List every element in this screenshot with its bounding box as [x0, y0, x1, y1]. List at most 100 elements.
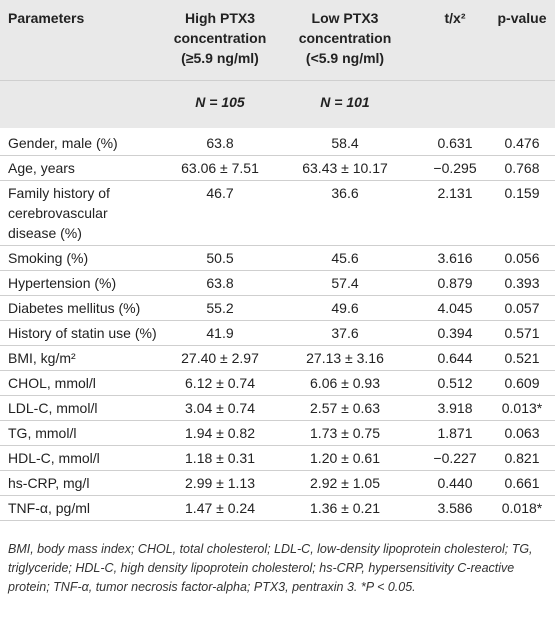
cell: 63.8 [206, 135, 234, 151]
row-label: TNF-α, pg/ml [8, 498, 173, 518]
column-header: p-value [492, 8, 552, 28]
text-line: p-value [497, 10, 547, 26]
text-line: cerebrovascular [8, 205, 108, 221]
row-label: LDL-C, mmol/l [8, 398, 173, 418]
cell: 0.644 [437, 350, 473, 366]
cell: 58.4 [331, 135, 359, 151]
text-line: Low PTX3 [311, 10, 379, 26]
cell: 6.12 ± 0.74 [185, 375, 255, 391]
cell: 0.056 [504, 250, 540, 266]
cell: 3.04 ± 0.74 [185, 400, 255, 416]
cell: 0.476 [504, 135, 540, 151]
cell: 63.43 ± 10.17 [302, 160, 388, 176]
cell: 41.9 [206, 325, 234, 341]
cell: 55.2 [206, 300, 234, 316]
cell: 0.394 [437, 325, 473, 341]
cell: 0.159 [504, 185, 540, 201]
cell: 37.6 [331, 325, 359, 341]
text-line: hs-CRP, mg/l [8, 475, 90, 491]
row-rule [0, 520, 555, 521]
text-line: Hypertension (%) [8, 275, 117, 291]
cell: 0.631 [437, 135, 473, 151]
cell: 0.821 [504, 450, 540, 466]
cell: 45.6 [331, 250, 359, 266]
cell: 2.131 [437, 185, 473, 201]
text-line: BMI, kg/m² [8, 350, 76, 366]
row-label: Family history of cerebrovascular disease … [8, 183, 173, 243]
cell: 27.40 ± 2.97 [181, 350, 259, 366]
cell: 0.512 [437, 375, 473, 391]
text-line: disease (%) [8, 225, 82, 241]
row-rule [0, 295, 555, 296]
row-rule [0, 495, 555, 496]
cell: 1.871 [437, 425, 473, 441]
cell: 0.057 [504, 300, 540, 316]
cell: 0.393 [504, 275, 540, 291]
text-line: Gender, male (%) [8, 135, 118, 151]
cell: 0.661 [504, 475, 540, 491]
cell: 0.440 [437, 475, 473, 491]
cell: 0.571 [504, 325, 540, 341]
column-header: Parameters [8, 8, 173, 28]
header-rule [0, 80, 555, 81]
cell: 49.6 [331, 300, 359, 316]
text-line: CHOL, mmol/l [8, 375, 96, 391]
text-line: LDL-C, mmol/l [8, 400, 98, 416]
sample-size: N = 105 [195, 94, 245, 110]
cell: −0.227 [433, 450, 477, 466]
text-line: concentration [298, 30, 392, 46]
text-line: TNF-α, pg/ml [8, 500, 90, 516]
cell: 57.4 [331, 275, 359, 291]
cell: 3.918 [437, 400, 473, 416]
row-rule [0, 270, 555, 271]
cell: −0.295 [433, 160, 477, 176]
cell: 2.92 ± 1.05 [310, 475, 380, 491]
cell: 0.063 [504, 425, 540, 441]
cell: 2.57 ± 0.63 [310, 400, 380, 416]
footnote: BMI, body mass index; CHOL, total choles… [8, 542, 533, 594]
cell: 1.20 ± 0.61 [310, 450, 380, 466]
cell: 6.06 ± 0.93 [310, 375, 380, 391]
text-line: Age, years [8, 160, 75, 176]
text-line: (<5.9 ng/ml) [305, 50, 385, 66]
header-background [0, 0, 555, 128]
row-label: CHOL, mmol/l [8, 373, 173, 393]
row-label: History of statin use (%) [8, 323, 173, 343]
cell: 1.73 ± 0.75 [310, 425, 380, 441]
row-label: Gender, male (%) [8, 133, 173, 153]
row-rule [0, 245, 555, 246]
cell: 3.616 [437, 250, 473, 266]
cell: 0.018* [501, 500, 543, 516]
cell: 4.045 [437, 300, 473, 316]
cell: 0.013* [501, 400, 543, 416]
row-rule [0, 180, 555, 181]
cell: 1.94 ± 0.82 [185, 425, 255, 441]
cell: 46.7 [206, 185, 234, 201]
row-label: Hypertension (%) [8, 273, 173, 293]
row-label: TG, mmol/l [8, 423, 173, 443]
row-label: hs-CRP, mg/l [8, 473, 173, 493]
text-line: Diabetes mellitus (%) [8, 300, 141, 316]
cell: 50.5 [206, 250, 234, 266]
row-rule [0, 445, 555, 446]
text-line: t/x² [444, 10, 466, 26]
row-label: Smoking (%) [8, 248, 173, 268]
text-line: Smoking (%) [8, 250, 89, 266]
row-rule [0, 470, 555, 471]
cell: 2.99 ± 1.13 [185, 475, 255, 491]
text-line: Parameters [8, 10, 85, 26]
column-header: Low PTX3 concentration (<5.9 ng/ml) [285, 8, 405, 68]
text-line: History of statin use (%) [8, 325, 157, 341]
cell: 1.36 ± 0.21 [310, 500, 380, 516]
cell: 0.521 [504, 350, 540, 366]
cell: 63.06 ± 7.51 [181, 160, 259, 176]
cell: 36.6 [331, 185, 359, 201]
row-rule [0, 155, 555, 156]
text-line: Family history of [8, 185, 110, 201]
column-header: t/x² [415, 8, 495, 28]
text-line: TG, mmol/l [8, 425, 77, 441]
row-rule [0, 345, 555, 346]
sample-size: N = 101 [320, 94, 370, 110]
text-line: concentration [173, 30, 267, 46]
